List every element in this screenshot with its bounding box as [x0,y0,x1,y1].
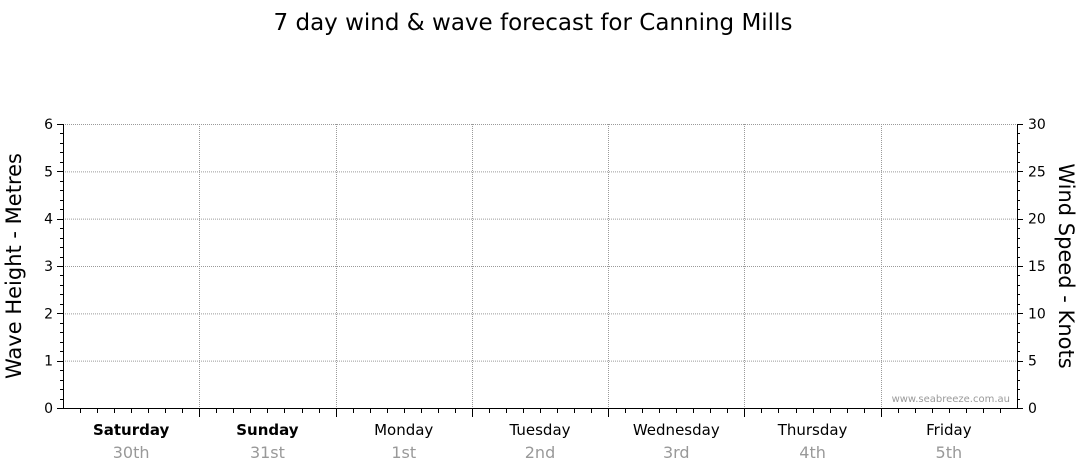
day-label: Tuesday [508,421,570,439]
chart-grid [63,124,1017,408]
right-tick-label: 0 [1028,401,1037,417]
chart-axes [63,124,1018,409]
day-label: Sunday [236,421,299,439]
left-tick-label: 4 [44,212,53,228]
date-label: 3rd [663,443,690,462]
left-axis-label: Wave Height - Metres [2,153,26,379]
left-y-axis: 0 1 2 3 4 5 6 [44,117,63,417]
x-axis: Saturday 30th Sunday 31st Monday 1st Tuesday 2n… [80,408,1001,462]
right-tick-label: 30 [1028,117,1046,133]
right-axis-label: Wind Speed - Knots [1054,163,1078,368]
right-tick-label: 20 [1028,212,1046,228]
watermark: www.seabreeze.com.au [892,394,1010,405]
right-tick-label: 5 [1028,354,1037,370]
right-tick-label: 15 [1028,259,1046,275]
left-tick-label: 5 [44,164,53,180]
date-label: 5th [936,443,963,462]
day-label: Friday [926,421,972,439]
left-tick-label: 1 [44,354,53,370]
day-label: Monday [374,421,433,439]
left-tick-label: 0 [44,401,53,417]
date-label: 2nd [525,443,555,462]
left-tick-label: 6 [44,117,53,133]
date-label: 1st [391,443,416,462]
day-label: Wednesday [633,421,720,439]
right-y-axis: 0 5 10 15 20 25 30 [1017,117,1046,417]
chart-title: 7 day wind & wave forecast for Canning M… [274,10,793,36]
date-label: 30th [113,443,150,462]
left-tick-label: 3 [44,259,53,275]
right-tick-label: 10 [1028,306,1046,322]
day-label: Thursday [777,421,848,439]
left-tick-label: 2 [44,306,53,322]
date-label: 31st [250,443,285,462]
day-label: Saturday [93,421,170,439]
date-label: 4th [799,443,826,462]
right-tick-label: 25 [1028,164,1046,180]
